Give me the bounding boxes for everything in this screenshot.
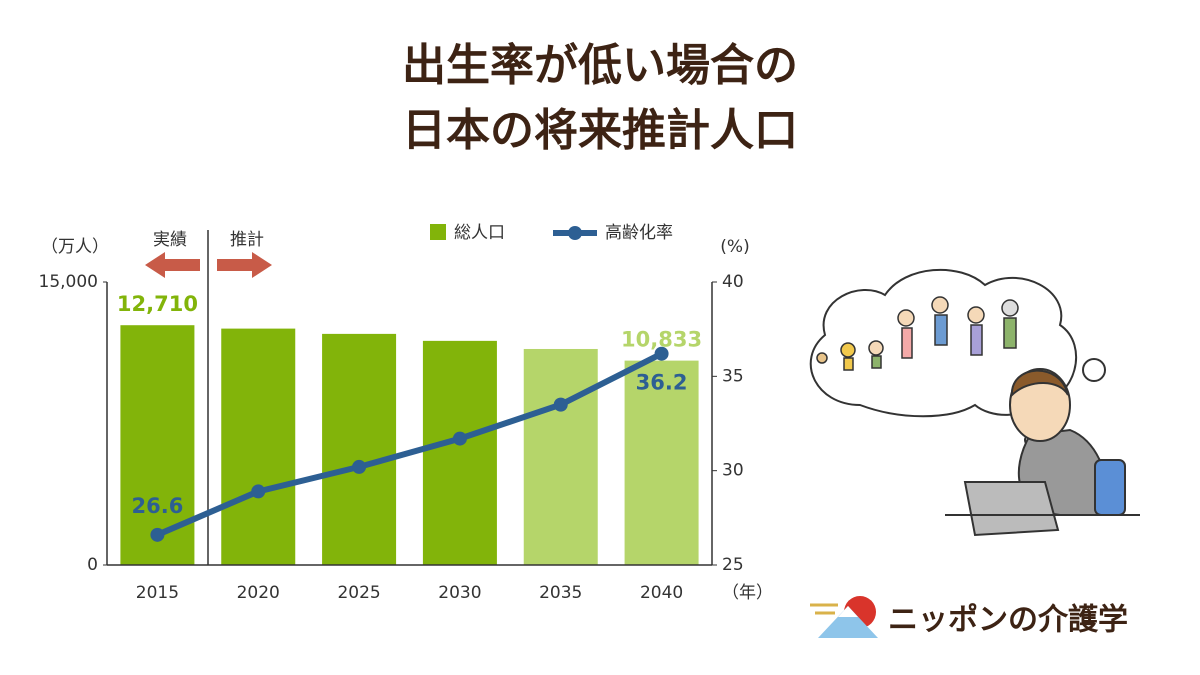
chart-title: 出生率が低い場合の [402, 40, 798, 91]
brand-name: ニッポンの介護学 [888, 603, 1128, 638]
x-tick-label: 2015 [136, 583, 179, 603]
bar [422, 340, 497, 565]
bar [624, 360, 699, 565]
x-unit: （年） [722, 583, 773, 603]
y2-tick-label: 35 [722, 366, 744, 386]
illustration [809, 268, 1140, 537]
chart-title: 日本の将来推計人口 [402, 105, 798, 156]
line-marker [553, 397, 568, 412]
data-label: 36.2 [636, 371, 688, 395]
y2-tick-label: 30 [722, 461, 744, 481]
y-unit: （万人） [41, 237, 109, 257]
y2-tick-label: 40 [722, 272, 744, 292]
x-tick-label: 2040 [640, 583, 683, 603]
bar [322, 333, 397, 565]
y-tick-label: 15,000 [39, 272, 98, 292]
line-marker [251, 484, 266, 499]
x-tick-label: 2030 [438, 583, 481, 603]
arrow-right [217, 252, 272, 278]
data-label: 26.6 [132, 494, 184, 518]
brand-logo [810, 596, 878, 638]
y-tick-label: 0 [87, 555, 98, 575]
legend-label: 高齢化率 [605, 223, 673, 243]
x-tick-label: 2020 [237, 583, 280, 603]
arrow-left [145, 252, 200, 278]
data-label: 12,710 [117, 292, 198, 316]
annotation: 推計 [230, 230, 264, 250]
y2-tick-label: 25 [722, 555, 744, 575]
line-marker [150, 527, 165, 542]
legend-label: 総人口 [454, 223, 505, 243]
line-marker [654, 346, 669, 361]
legend-swatch [430, 224, 446, 240]
line [156, 351, 663, 538]
x-tick-label: 2035 [539, 583, 582, 603]
y2-unit: (%) [720, 237, 749, 257]
bar [523, 348, 598, 565]
line-marker [352, 459, 367, 474]
x-tick-label: 2025 [337, 583, 380, 603]
bar [221, 328, 296, 565]
legend-marker [568, 226, 582, 240]
line-marker [452, 431, 467, 446]
annotation: 実績 [153, 230, 187, 250]
